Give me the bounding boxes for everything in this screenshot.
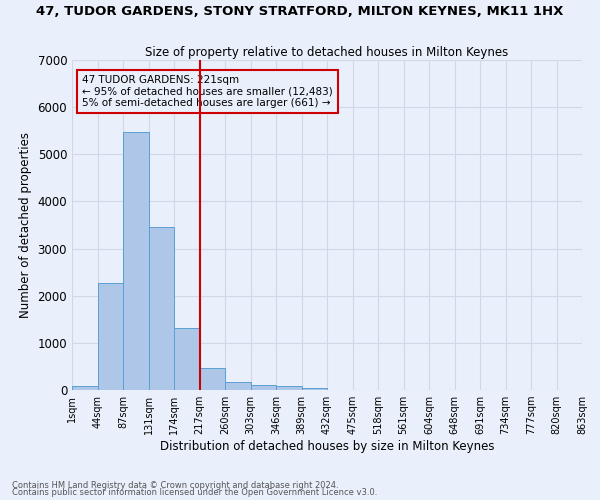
- Bar: [72, 386, 97, 390]
- Text: 47 TUDOR GARDENS: 221sqm
← 95% of detached houses are smaller (12,483)
5% of sem: 47 TUDOR GARDENS: 221sqm ← 95% of detach…: [82, 75, 333, 108]
- Bar: [251, 385, 276, 390]
- Bar: [302, 388, 327, 390]
- Title: Size of property relative to detached houses in Milton Keynes: Size of property relative to detached ho…: [145, 46, 509, 59]
- Bar: [199, 368, 225, 390]
- Bar: [97, 282, 123, 390]
- Bar: [225, 382, 251, 390]
- Bar: [149, 228, 174, 390]
- Text: Contains HM Land Registry data © Crown copyright and database right 2024.: Contains HM Land Registry data © Crown c…: [12, 480, 338, 490]
- Text: 47, TUDOR GARDENS, STONY STRATFORD, MILTON KEYNES, MK11 1HX: 47, TUDOR GARDENS, STONY STRATFORD, MILT…: [37, 5, 563, 18]
- Bar: [174, 328, 199, 390]
- Text: Contains public sector information licensed under the Open Government Licence v3: Contains public sector information licen…: [12, 488, 377, 497]
- Bar: [123, 132, 149, 390]
- X-axis label: Distribution of detached houses by size in Milton Keynes: Distribution of detached houses by size …: [160, 440, 494, 453]
- Bar: [276, 386, 302, 390]
- Y-axis label: Number of detached properties: Number of detached properties: [19, 132, 32, 318]
